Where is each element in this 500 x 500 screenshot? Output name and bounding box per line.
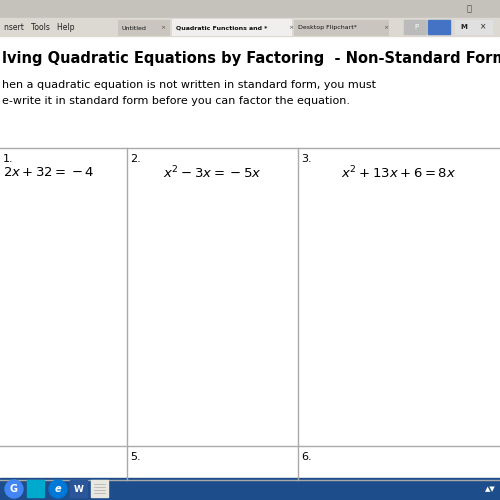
Bar [0, 0, 500, 18]
Bar [91, 480, 108, 497]
Bar [404, 20, 426, 34]
Text: ▲▼: ▲▼ [484, 486, 496, 492]
Text: P: P [414, 24, 418, 30]
Text: lving Quadratic Equations by Factoring  - Non-Standard Form: lving Quadratic Equations by Factoring -… [2, 50, 500, 66]
Text: W: W [74, 484, 84, 494]
Bar [428, 20, 450, 34]
Circle shape [5, 480, 23, 498]
Bar [0, 36, 500, 480]
Bar [118, 20, 170, 36]
Text: M: M [460, 24, 468, 30]
Text: e-write it in standard form before you can factor the equation.: e-write it in standard form before you c… [2, 96, 350, 106]
Bar [172, 19, 292, 36]
Text: 3.: 3. [301, 154, 312, 164]
Text: Untitled: Untitled [122, 26, 147, 30]
Text: hen a quadratic equation is not written in standard form, you must: hen a quadratic equation is not written … [2, 80, 376, 90]
Text: 🔖: 🔖 [466, 4, 471, 14]
Text: $x^2 + 13x + 6 = 8x$: $x^2 + 13x + 6 = 8x$ [342, 164, 456, 182]
Text: Desktop Flipchart*: Desktop Flipchart* [298, 26, 357, 30]
Text: ×: × [160, 26, 165, 30]
Bar [0, 18, 500, 36]
Text: G: G [10, 484, 18, 494]
Text: 2.: 2. [130, 154, 141, 164]
Bar [455, 20, 473, 34]
Bar [70, 480, 87, 497]
Text: ×: × [480, 22, 486, 32]
Bar [27, 480, 44, 497]
Bar [0, 478, 500, 500]
Text: ×: × [383, 26, 388, 30]
Bar [474, 20, 492, 34]
Text: nsert   Tools   Help: nsert Tools Help [4, 22, 74, 32]
Bar [294, 20, 389, 36]
Text: $2x + 32 = -4$: $2x + 32 = -4$ [3, 166, 94, 179]
Text: 6.: 6. [301, 452, 312, 462]
Text: e: e [54, 484, 62, 494]
Text: 1.: 1. [3, 154, 13, 164]
Text: ×: × [288, 25, 293, 30]
Text: $x^2 - 3x = -5x$: $x^2 - 3x = -5x$ [164, 164, 262, 182]
Circle shape [49, 480, 67, 498]
Text: Quadratic Functions and *: Quadratic Functions and * [176, 25, 268, 30]
Text: 5.: 5. [130, 452, 140, 462]
